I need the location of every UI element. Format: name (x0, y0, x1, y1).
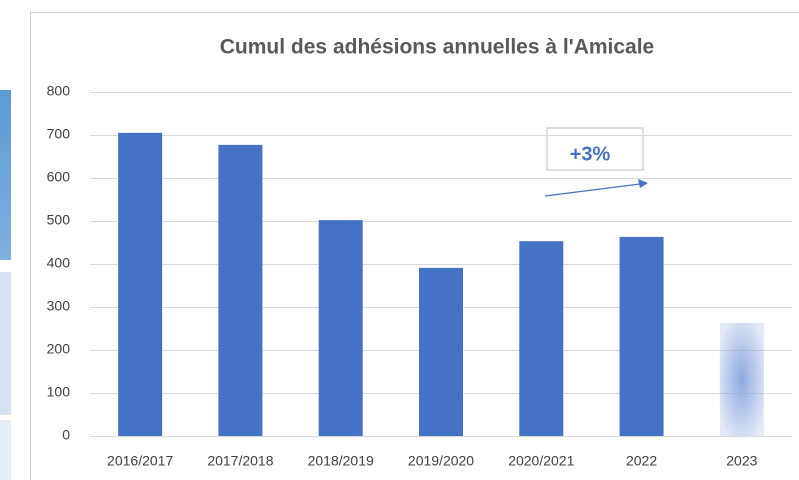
y-tick-label: 300 (47, 298, 71, 314)
y-tick-label: 500 (47, 212, 71, 228)
bar (419, 267, 463, 436)
y-tick-label: 600 (47, 169, 71, 185)
y-tick-label: 0 (62, 427, 70, 443)
side-panel (0, 272, 11, 415)
x-tick-label: 2018/2019 (308, 453, 374, 469)
annotation: +3% (570, 143, 611, 165)
side-panel (0, 90, 11, 260)
bar (719, 322, 764, 436)
x-tick-label: 2017/2018 (207, 453, 273, 469)
bar (619, 236, 664, 436)
arrow-head (638, 179, 648, 188)
y-tick-label: 100 (47, 384, 71, 400)
bar (118, 132, 163, 436)
bar (519, 241, 564, 436)
y-tick-label: 800 (47, 83, 71, 99)
x-tick-label: 2022 (626, 453, 657, 469)
y-tick-label: 200 (47, 341, 71, 357)
bar (318, 220, 363, 436)
x-tick-label: 2019/2020 (408, 453, 474, 469)
x-tick-label: 2016/2017 (107, 453, 173, 469)
side-panel (0, 420, 11, 480)
y-tick-label: 700 (47, 126, 71, 142)
y-tick-label: 400 (47, 255, 71, 271)
bar (218, 144, 263, 436)
x-tick-label: 2023 (726, 453, 757, 469)
arrow (544, 183, 641, 197)
chart-title: Cumul des adhésions annuelles à l'Amical… (220, 36, 654, 59)
x-tick-label: 2020/2021 (508, 453, 574, 469)
